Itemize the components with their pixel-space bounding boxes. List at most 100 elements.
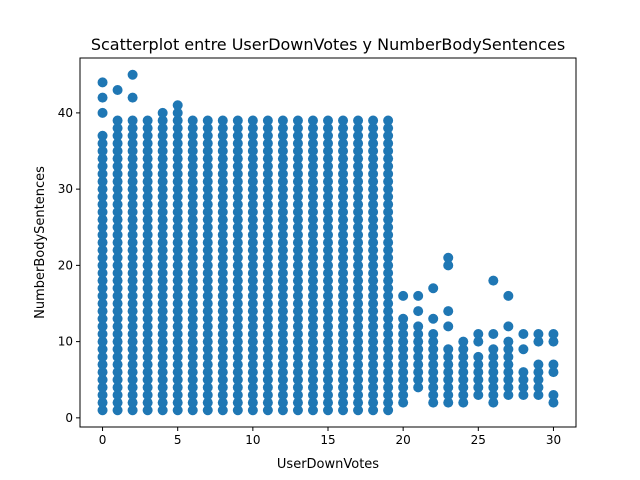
data-point bbox=[232, 344, 243, 355]
data-point bbox=[142, 199, 153, 210]
data-point bbox=[127, 298, 138, 309]
data-point bbox=[217, 321, 228, 332]
data-point bbox=[368, 374, 379, 385]
data-point bbox=[97, 252, 108, 263]
data-point bbox=[292, 184, 303, 195]
data-point bbox=[247, 146, 258, 157]
data-point bbox=[187, 397, 198, 408]
data-point bbox=[307, 351, 318, 362]
data-point bbox=[247, 290, 258, 301]
data-point bbox=[262, 283, 273, 294]
data-point bbox=[247, 313, 258, 324]
data-point bbox=[398, 359, 409, 370]
data-point bbox=[518, 382, 529, 393]
data-point bbox=[97, 336, 108, 347]
data-point bbox=[232, 115, 243, 126]
data-point bbox=[353, 283, 364, 294]
data-point bbox=[247, 374, 258, 385]
data-point bbox=[97, 321, 108, 332]
data-point bbox=[157, 321, 168, 332]
data-point bbox=[232, 222, 243, 233]
data-point bbox=[247, 298, 258, 309]
data-point bbox=[353, 222, 364, 233]
data-point bbox=[292, 374, 303, 385]
data-point bbox=[443, 344, 454, 355]
data-point bbox=[247, 245, 258, 256]
data-point bbox=[157, 115, 168, 126]
data-point bbox=[202, 374, 213, 385]
data-point bbox=[307, 130, 318, 141]
data-point bbox=[97, 92, 108, 103]
data-point bbox=[338, 389, 349, 400]
x-tick-label: 20 bbox=[396, 433, 411, 447]
data-point bbox=[307, 146, 318, 157]
data-point bbox=[262, 313, 273, 324]
data-point bbox=[172, 344, 183, 355]
data-point bbox=[262, 260, 273, 271]
data-point bbox=[262, 123, 273, 134]
data-point bbox=[232, 123, 243, 134]
data-point bbox=[292, 268, 303, 278]
data-point bbox=[473, 389, 484, 400]
x-tick-label: 30 bbox=[546, 433, 561, 447]
data-point bbox=[127, 268, 138, 278]
data-point bbox=[292, 351, 303, 362]
data-point bbox=[277, 252, 288, 263]
data-point bbox=[247, 138, 258, 149]
data-point bbox=[428, 367, 439, 378]
data-point bbox=[353, 214, 364, 225]
data-point bbox=[338, 313, 349, 324]
data-point bbox=[533, 328, 544, 339]
data-point bbox=[307, 382, 318, 393]
data-point bbox=[247, 252, 258, 263]
data-point bbox=[157, 229, 168, 240]
data-point bbox=[307, 199, 318, 210]
data-point bbox=[112, 214, 123, 225]
data-point bbox=[157, 290, 168, 301]
data-point bbox=[217, 306, 228, 317]
data-point bbox=[323, 199, 333, 210]
data-point bbox=[172, 207, 183, 217]
data-point bbox=[157, 306, 168, 317]
data-point bbox=[217, 214, 228, 225]
data-point bbox=[353, 252, 364, 263]
data-point bbox=[97, 77, 108, 88]
data-point bbox=[428, 359, 439, 370]
data-point bbox=[323, 130, 333, 141]
data-point bbox=[307, 298, 318, 309]
data-point bbox=[383, 283, 394, 294]
data-point bbox=[127, 374, 138, 385]
data-point bbox=[157, 344, 168, 355]
data-point bbox=[172, 184, 183, 195]
data-point bbox=[292, 313, 303, 324]
data-point bbox=[338, 336, 349, 347]
data-point bbox=[232, 268, 243, 278]
data-point bbox=[97, 153, 108, 164]
data-point bbox=[247, 123, 258, 134]
data-point bbox=[142, 184, 153, 195]
data-point bbox=[413, 382, 424, 393]
data-point bbox=[323, 252, 333, 263]
data-point bbox=[97, 298, 108, 309]
data-point bbox=[277, 176, 288, 187]
data-point bbox=[127, 351, 138, 362]
data-point bbox=[383, 184, 394, 195]
data-point bbox=[97, 229, 108, 240]
data-point bbox=[127, 69, 138, 80]
data-point bbox=[428, 374, 439, 385]
data-point bbox=[323, 123, 333, 134]
data-point bbox=[187, 405, 198, 416]
data-point bbox=[353, 207, 364, 217]
data-point bbox=[443, 389, 454, 400]
data-point bbox=[127, 161, 138, 172]
data-point bbox=[307, 153, 318, 164]
data-point bbox=[232, 229, 243, 240]
data-point bbox=[292, 168, 303, 179]
data-point bbox=[112, 351, 123, 362]
data-point bbox=[488, 275, 499, 286]
data-point bbox=[262, 359, 273, 370]
data-point bbox=[488, 367, 499, 378]
data-point bbox=[307, 397, 318, 408]
data-point bbox=[157, 397, 168, 408]
data-point bbox=[323, 321, 333, 332]
